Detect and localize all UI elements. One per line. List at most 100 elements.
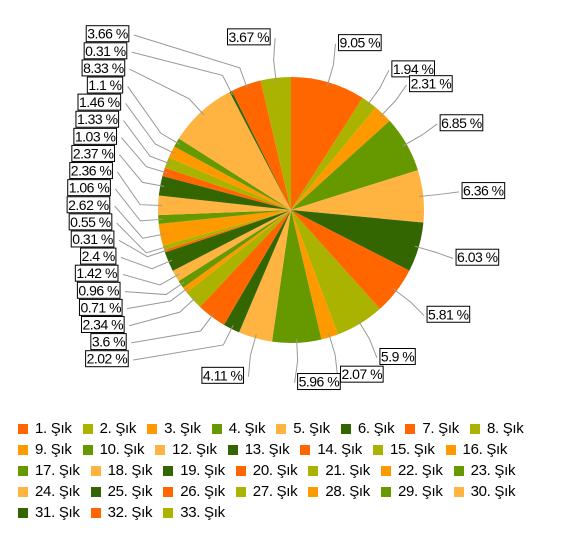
legend-swatch [163,465,174,476]
legend-swatch [453,486,464,497]
pie-slice [291,210,380,335]
label-box [297,373,341,391]
legend-item: 28. Şık [308,481,370,502]
legend-item: 24. Şık [18,481,80,502]
legend-swatch [445,444,456,455]
label-box [338,34,382,52]
legend-item: 18. Şık [90,460,152,481]
pie-slice [291,77,363,210]
data-label: 9.05 % [340,35,381,51]
leader-line [247,334,257,377]
legend-label: 27. Şık [252,483,298,500]
data-label: 3.66 % [87,26,128,42]
legend-label: 26. Şık [180,483,225,500]
legend-swatch [18,444,28,455]
leader-line [118,239,169,258]
leader-line [326,43,337,87]
legend-item: 4. Şık [211,418,266,439]
leader-line [125,103,176,155]
legend-item: 27. Şık [235,481,298,502]
legend-label: 23. Şık [470,462,516,479]
legend-item: 6. Şık [340,418,395,439]
legend-swatch [18,507,28,518]
legend-swatch [82,444,93,455]
pie-slice [183,210,291,293]
data-label: 1.1 % [88,77,121,93]
data-label: 1.06 % [69,180,110,196]
pie-slice [260,77,291,210]
data-label: 2.34 % [83,316,124,332]
data-label: 8.33 % [83,60,124,76]
data-label: 0.96 % [78,282,119,298]
pie-slice [164,210,291,271]
legend-label: 4. Şık [228,420,266,437]
legend-swatch [308,465,319,476]
pie-slice [291,120,418,210]
pie-slice [229,90,291,210]
label-box [75,110,120,128]
legend-swatch [163,507,174,518]
legend-label: 30. Şık [470,483,516,500]
legend-item: 7. Şık [405,418,459,439]
pie-slice [178,210,291,288]
leader-line [124,281,185,296]
legend-item: 30. Şık [453,481,516,502]
legend-swatch [300,444,311,455]
leader-line [392,288,425,316]
legend-item: 9. Şık [18,439,72,460]
label-box [71,144,115,162]
legend-label: 7. Şık [422,420,459,437]
legend-label: 29. Şık [397,483,443,500]
legend-label: 6. Şık [357,420,395,437]
legend-label: 5. Şık [293,420,330,437]
data-label: 4.11 % [203,367,243,383]
data-label: 1.94 % [393,61,434,77]
pie-slice [168,146,291,210]
data-label: 1.46 % [79,94,120,110]
pie-slice [172,210,291,282]
legend-label: 15. Şık [389,441,435,458]
pie-slice [174,138,291,210]
legend-label: 13. Şık [244,441,290,458]
pie-slice [162,210,291,250]
legend-swatch [308,486,319,497]
legend-label: 24. Şık [35,483,80,500]
data-label: 0.71 % [80,299,121,315]
legend-swatch [227,444,238,455]
label-box [455,248,500,266]
legend-item: 29. Şık [380,481,443,502]
legend-item: 8. Şık [469,418,524,439]
leader-line [366,69,390,107]
data-label: 2.07 % [342,366,383,382]
data-label: 5.96 % [299,374,340,390]
leader-line [273,38,277,82]
leader-line [402,123,438,147]
pie-slice [291,170,425,223]
legend-item: 19. Şık [163,460,225,481]
label-box [85,25,130,43]
legend-item: 32. Şık [90,502,152,523]
legend-item: 17. Şık [18,460,80,481]
data-label: 2.02 % [87,351,128,367]
pie-slice [164,210,291,253]
legend-label: 12. Şık [172,441,217,458]
legend-label: 33. Şık [180,504,225,521]
legend-label: 9. Şık [35,441,72,458]
label-box [66,196,111,214]
data-label: 0.55 % [70,214,111,230]
label-box [426,305,471,323]
leader-line [128,296,197,327]
legend-swatch [453,465,464,476]
legend-item: 16. Şık [445,439,507,460]
label-box [409,75,453,93]
data-label: 6.36 % [463,183,504,199]
leader-line [131,51,233,96]
label-box [73,127,118,145]
label-box [78,298,123,316]
legend-item: 14. Şık [300,439,362,460]
leader-line [114,205,165,239]
label-box [439,114,484,132]
data-label: 1.33 % [77,111,118,127]
label-box [201,366,245,384]
